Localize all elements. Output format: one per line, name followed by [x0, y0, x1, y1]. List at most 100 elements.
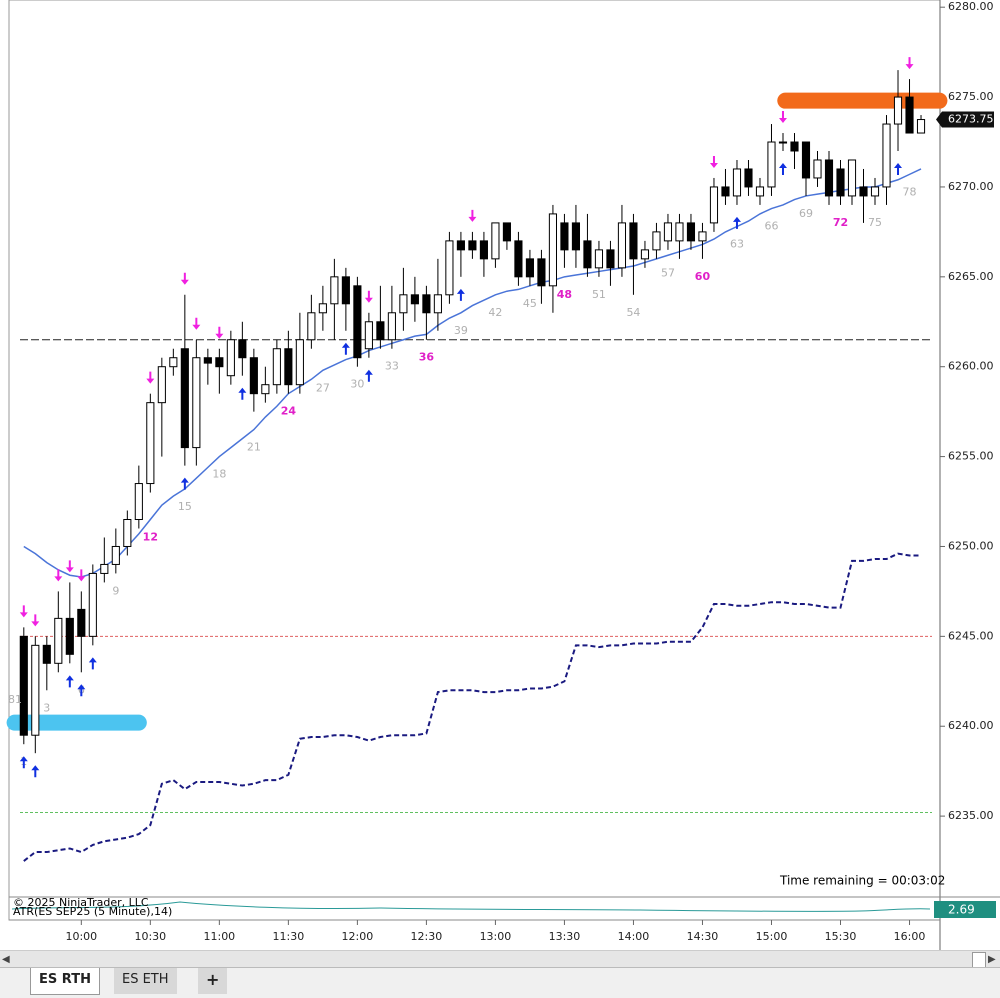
down-arrow [778, 111, 787, 124]
candle-body [502, 222, 511, 242]
bar-number: 48 [557, 288, 572, 301]
up-arrow [732, 216, 741, 229]
x-tick-label: 16:00 [894, 930, 926, 943]
candle-body [836, 168, 845, 197]
candle-body [19, 635, 28, 736]
candle-body [249, 357, 258, 395]
chart: Time remaining = 00:03:02 © 2025 NinjaTr… [6, 0, 1000, 950]
candle-body [123, 519, 132, 547]
candle-body [606, 249, 615, 269]
candle-body [146, 402, 155, 485]
y-tick-label: 6260.00 [948, 360, 994, 373]
price-tag [936, 111, 994, 128]
candle-body [468, 240, 477, 251]
candle-body [698, 231, 707, 242]
candle-body [330, 276, 339, 305]
candle-body [261, 384, 270, 395]
candle-body [686, 222, 696, 242]
candle-body [801, 141, 811, 179]
candle-body [571, 222, 581, 251]
bar-number: 30 [350, 378, 364, 391]
candle-body [893, 96, 903, 125]
scroll-right[interactable]: ▶ [988, 954, 996, 965]
y-tick-label: 6270.00 [948, 180, 994, 193]
candle-body [514, 240, 523, 278]
candle-body [192, 357, 201, 449]
candle-body [169, 357, 178, 368]
candle-body [54, 617, 63, 664]
scroll-left[interactable]: ◀ [2, 954, 10, 965]
candle-body [433, 294, 442, 314]
candle-body [709, 186, 719, 224]
down-arrow [54, 569, 63, 582]
candle-body [732, 168, 742, 197]
y-tick-label: 6240.00 [948, 719, 994, 732]
down-arrow [215, 326, 224, 339]
down-arrow [31, 614, 40, 627]
x-tick-label: 12:30 [411, 930, 443, 943]
bar-number: 27 [316, 381, 330, 394]
up-arrow [364, 369, 373, 382]
candle-body [790, 141, 799, 152]
up-arrow [19, 756, 28, 769]
y-tick-label: 6245.00 [948, 629, 994, 642]
candle-body [537, 258, 546, 287]
y-tick-label: 6275.00 [948, 90, 994, 103]
bar-number: 12 [143, 531, 158, 544]
candle-body [100, 563, 109, 574]
down-arrow [146, 371, 155, 384]
candle-body [88, 572, 97, 637]
atr-line [11, 901, 931, 912]
candle-body [813, 159, 822, 179]
up-arrow [778, 162, 787, 175]
bar-number: 9 [112, 584, 119, 597]
up-arrow [88, 657, 97, 670]
bar-number: 81 [8, 693, 22, 706]
tab[interactable]: ES ETH [114, 968, 177, 994]
x-tick-label: 14:30 [687, 930, 719, 943]
x-tick-label: 15:30 [825, 930, 857, 943]
plot-frame [8, 0, 941, 921]
candle-body [364, 321, 373, 350]
bar-number: 42 [488, 306, 502, 319]
x-tick-label: 12:00 [342, 930, 374, 943]
candle-body [456, 240, 465, 251]
bar-number: 72 [833, 216, 848, 229]
candle-body [847, 159, 857, 197]
y-tick-label: 6255.00 [948, 450, 994, 463]
tab[interactable]: ES RTH [30, 968, 100, 995]
bar-number: 75 [868, 216, 882, 229]
price-tag-label: 6273.75 [948, 113, 994, 126]
candle-body [111, 545, 120, 565]
candle-body [824, 159, 834, 197]
bar-number: 15 [178, 500, 192, 513]
candle-body [65, 617, 74, 655]
bar-number: 33 [385, 360, 399, 373]
candle-body [548, 213, 557, 287]
candle-body [905, 96, 914, 134]
add-tab[interactable]: + [198, 968, 228, 994]
candle-body [387, 312, 396, 341]
scrollbar[interactable]: ◀ ▶ [0, 950, 1000, 968]
scroll-thumb[interactable] [972, 952, 986, 968]
candle-body [307, 312, 316, 341]
down-arrow [180, 272, 189, 285]
candle-body [744, 168, 753, 188]
candle-body [318, 303, 327, 314]
candle-body [295, 339, 304, 386]
bar-number: 51 [592, 288, 606, 301]
up-arrow [894, 162, 903, 175]
tab-bar: ES RTH ES ETH + [0, 967, 1000, 998]
candle-body [916, 119, 926, 134]
bar-number: 60 [695, 270, 711, 283]
indicator-line [23, 552, 922, 862]
x-tick-label: 10:00 [65, 930, 97, 943]
candle-body [755, 186, 765, 197]
candle-body [341, 276, 350, 305]
candle-body [376, 321, 385, 341]
bar-number: 66 [764, 220, 778, 233]
candle-body [353, 285, 362, 359]
candle-body [583, 240, 592, 269]
candle-body [491, 222, 500, 260]
